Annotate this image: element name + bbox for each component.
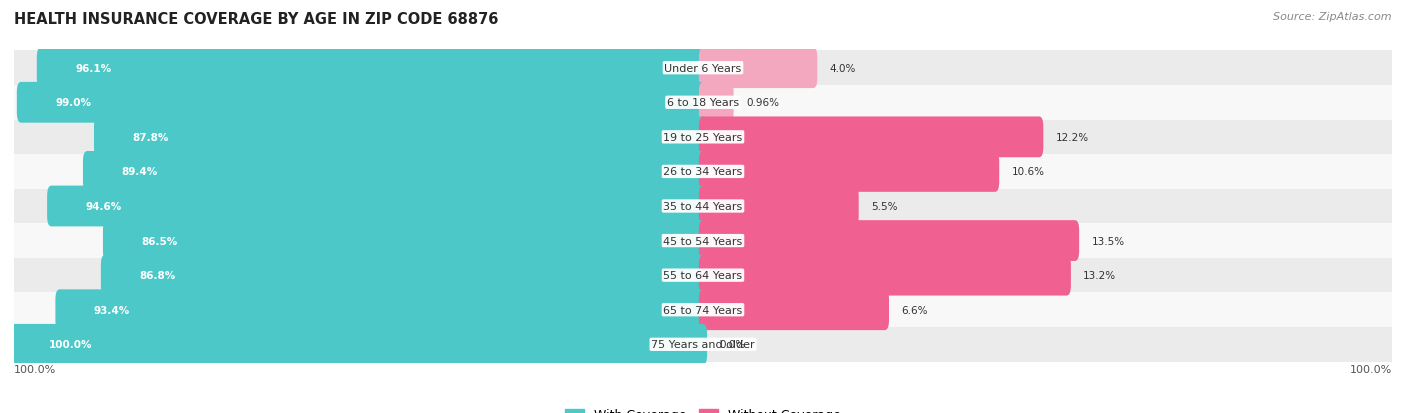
Text: 89.4%: 89.4% [121, 167, 157, 177]
FancyBboxPatch shape [10, 324, 707, 365]
FancyBboxPatch shape [699, 83, 734, 123]
Bar [14, 51, 1392, 86]
Text: 13.5%: 13.5% [1091, 236, 1125, 246]
Text: 13.2%: 13.2% [1083, 271, 1116, 280]
Text: 6.6%: 6.6% [901, 305, 928, 315]
Text: 6 to 18 Years: 6 to 18 Years [666, 98, 740, 108]
Text: 26 to 34 Years: 26 to 34 Years [664, 167, 742, 177]
Bar [14, 258, 1392, 293]
Bar [14, 120, 1392, 155]
FancyBboxPatch shape [699, 48, 817, 89]
FancyBboxPatch shape [699, 255, 1071, 296]
Bar [14, 224, 1392, 258]
Text: 100.0%: 100.0% [48, 339, 91, 349]
Text: 12.2%: 12.2% [1056, 133, 1088, 142]
FancyBboxPatch shape [94, 117, 707, 158]
FancyBboxPatch shape [103, 221, 707, 261]
Text: 99.0%: 99.0% [55, 98, 91, 108]
FancyBboxPatch shape [699, 186, 859, 227]
Text: 94.6%: 94.6% [86, 202, 122, 211]
Text: 10.6%: 10.6% [1012, 167, 1045, 177]
Bar [14, 86, 1392, 120]
FancyBboxPatch shape [17, 83, 707, 123]
Bar [14, 155, 1392, 189]
Text: 35 to 44 Years: 35 to 44 Years [664, 202, 742, 211]
Text: 4.0%: 4.0% [830, 64, 856, 74]
Text: 55 to 64 Years: 55 to 64 Years [664, 271, 742, 280]
Bar [14, 327, 1392, 362]
FancyBboxPatch shape [48, 186, 707, 227]
Text: 19 to 25 Years: 19 to 25 Years [664, 133, 742, 142]
Text: 96.1%: 96.1% [76, 64, 111, 74]
Bar [14, 293, 1392, 327]
Text: 86.8%: 86.8% [139, 271, 176, 280]
Text: 65 to 74 Years: 65 to 74 Years [664, 305, 742, 315]
Text: 87.8%: 87.8% [132, 133, 169, 142]
Text: Under 6 Years: Under 6 Years [665, 64, 741, 74]
Text: Source: ZipAtlas.com: Source: ZipAtlas.com [1274, 12, 1392, 22]
Text: 100.0%: 100.0% [1350, 365, 1392, 375]
Text: 75 Years and older: 75 Years and older [651, 339, 755, 349]
Text: 93.4%: 93.4% [94, 305, 131, 315]
Text: 86.5%: 86.5% [142, 236, 177, 246]
Text: 45 to 54 Years: 45 to 54 Years [664, 236, 742, 246]
Text: 0.0%: 0.0% [720, 339, 745, 349]
FancyBboxPatch shape [37, 48, 707, 89]
FancyBboxPatch shape [55, 290, 707, 330]
FancyBboxPatch shape [699, 221, 1080, 261]
FancyBboxPatch shape [699, 152, 1000, 192]
FancyBboxPatch shape [83, 152, 707, 192]
Legend: With Coverage, Without Coverage: With Coverage, Without Coverage [561, 404, 845, 413]
FancyBboxPatch shape [699, 290, 889, 330]
Bar [14, 189, 1392, 224]
FancyBboxPatch shape [101, 255, 707, 296]
Text: 0.96%: 0.96% [747, 98, 779, 108]
Text: 5.5%: 5.5% [872, 202, 897, 211]
Text: HEALTH INSURANCE COVERAGE BY AGE IN ZIP CODE 68876: HEALTH INSURANCE COVERAGE BY AGE IN ZIP … [14, 12, 499, 27]
FancyBboxPatch shape [699, 117, 1043, 158]
Text: 100.0%: 100.0% [14, 365, 56, 375]
